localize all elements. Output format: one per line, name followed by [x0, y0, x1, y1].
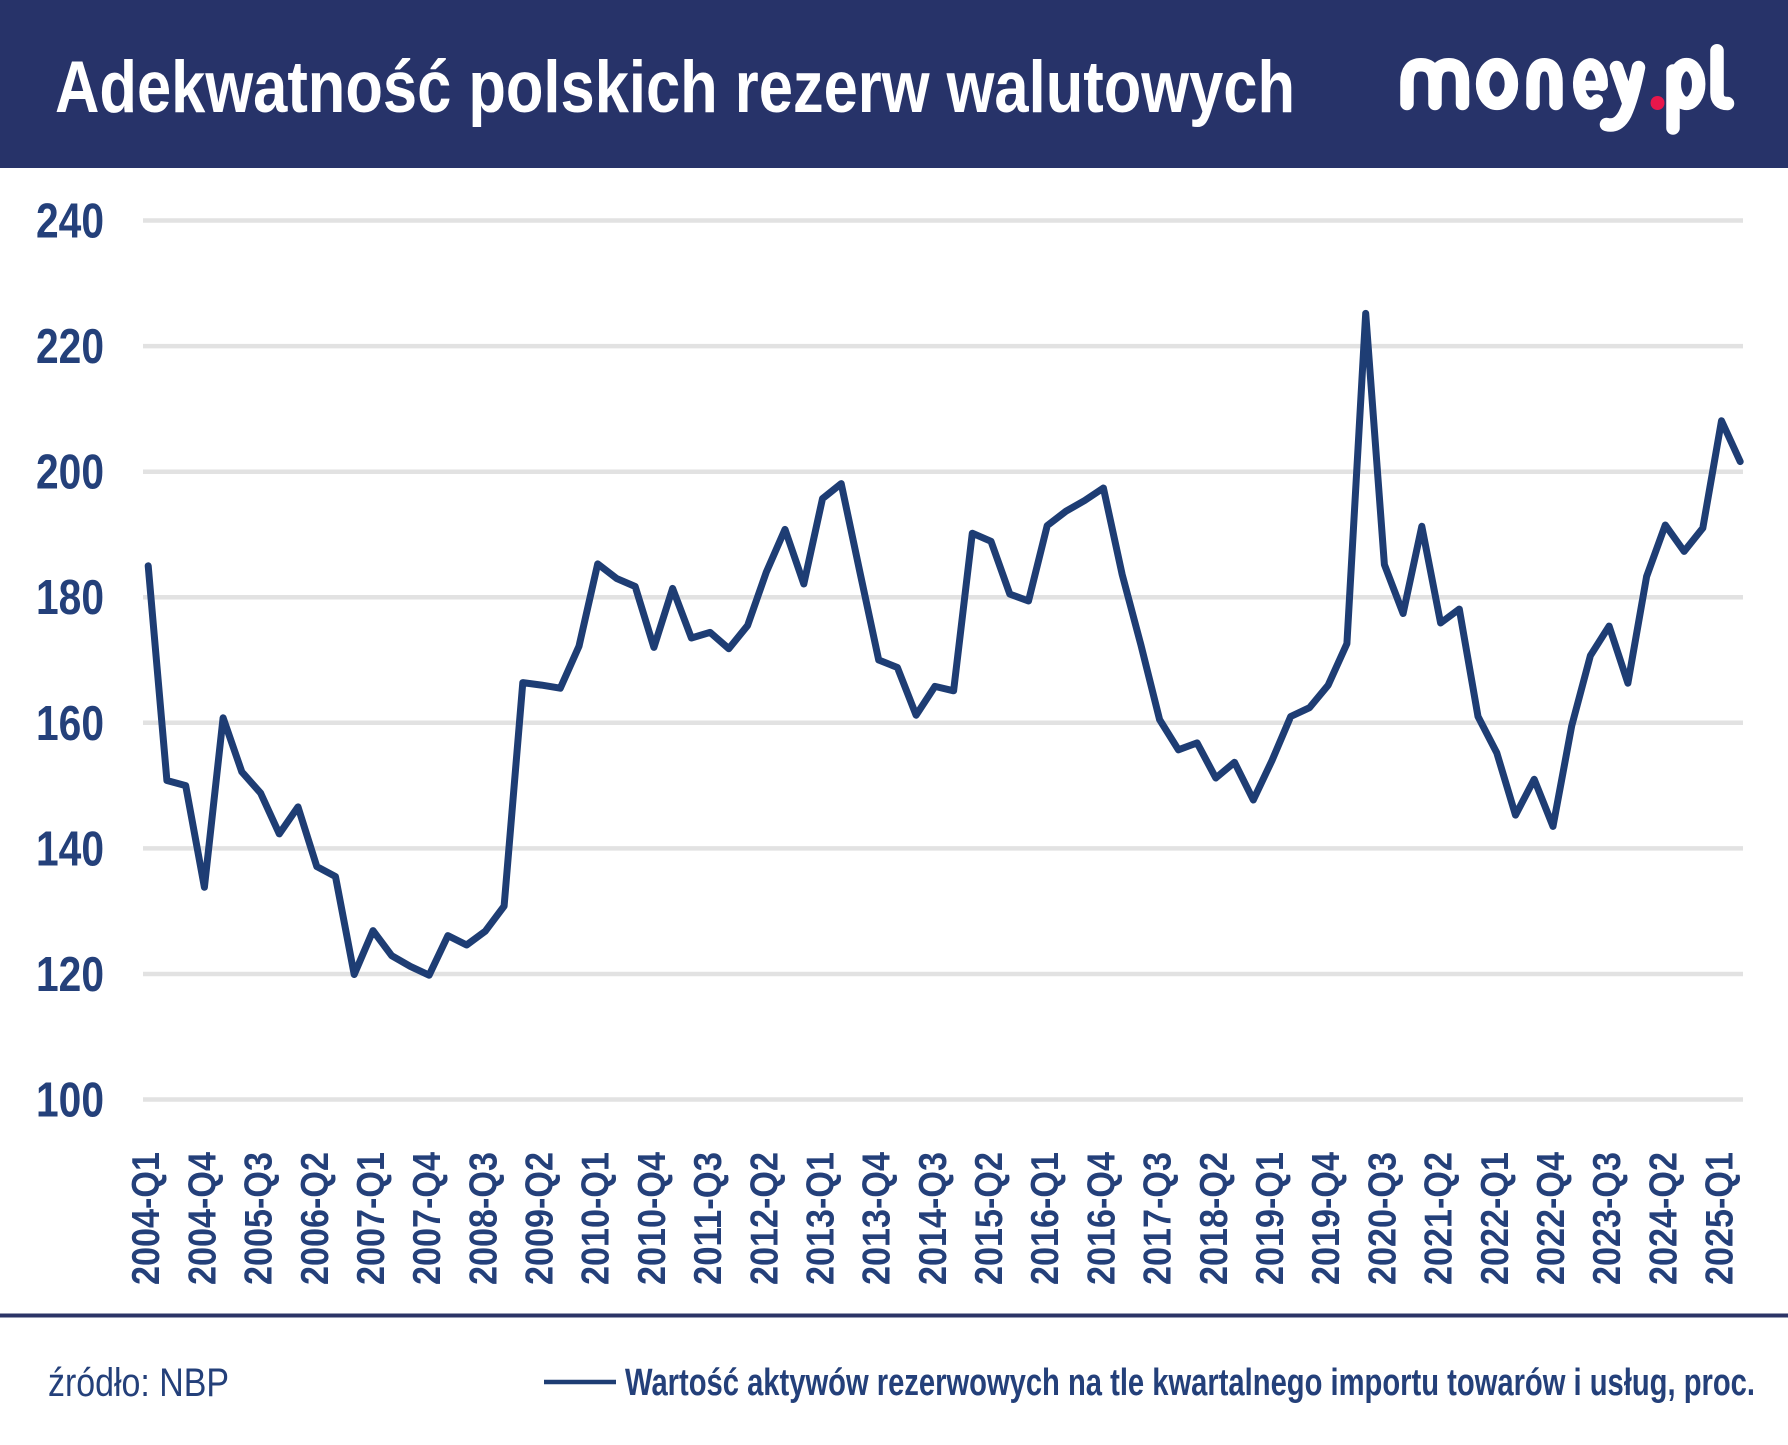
svg-text:2016-Q1: 2016-Q1 [1024, 1152, 1067, 1285]
svg-text:2011-Q3: 2011-Q3 [687, 1152, 730, 1285]
svg-text:2007-Q4: 2007-Q4 [406, 1151, 449, 1285]
svg-text:2008-Q3: 2008-Q3 [462, 1152, 505, 1285]
svg-text:220: 220 [36, 319, 104, 374]
svg-text:źródło: NBP: źródło: NBP [48, 1361, 229, 1405]
svg-text:160: 160 [36, 696, 104, 751]
svg-text:2019-Q1: 2019-Q1 [1249, 1152, 1292, 1285]
svg-text:100: 100 [36, 1073, 104, 1128]
svg-text:2012-Q2: 2012-Q2 [743, 1152, 786, 1285]
svg-text:2018-Q2: 2018-Q2 [1193, 1152, 1236, 1285]
svg-text:2021-Q2: 2021-Q2 [1418, 1152, 1461, 1285]
svg-text:2007-Q1: 2007-Q1 [350, 1152, 393, 1285]
svg-text:2023-Q3: 2023-Q3 [1586, 1152, 1629, 1285]
svg-text:2019-Q4: 2019-Q4 [1305, 1151, 1348, 1285]
svg-text:2009-Q2: 2009-Q2 [519, 1152, 562, 1285]
svg-text:2015-Q2: 2015-Q2 [968, 1152, 1011, 1285]
svg-text:Adekwatność polskich rezerw wa: Adekwatność polskich rezerw walutowych [55, 47, 1295, 128]
svg-text:2013-Q4: 2013-Q4 [856, 1151, 899, 1285]
svg-text:2024-Q2: 2024-Q2 [1642, 1152, 1685, 1285]
svg-text:2016-Q4: 2016-Q4 [1080, 1151, 1123, 1285]
svg-text:2010-Q1: 2010-Q1 [575, 1152, 618, 1285]
svg-text:2022-Q1: 2022-Q1 [1474, 1152, 1517, 1285]
svg-text:2025-Q1: 2025-Q1 [1699, 1152, 1742, 1285]
svg-text:2004-Q4: 2004-Q4 [181, 1151, 224, 1285]
svg-text:2013-Q1: 2013-Q1 [800, 1152, 843, 1285]
svg-text:2005-Q3: 2005-Q3 [238, 1152, 281, 1285]
svg-text:2017-Q3: 2017-Q3 [1137, 1152, 1180, 1285]
svg-text:180: 180 [36, 570, 104, 625]
svg-text:240: 240 [36, 194, 104, 249]
svg-text:2010-Q4: 2010-Q4 [631, 1151, 674, 1285]
svg-text:2020-Q3: 2020-Q3 [1361, 1152, 1404, 1285]
svg-text:2022-Q4: 2022-Q4 [1530, 1151, 1573, 1285]
svg-text:Wartość aktywów rezerwowych na: Wartość aktywów rezerwowych na tle kwart… [625, 1362, 1755, 1404]
svg-text:120: 120 [36, 947, 104, 1002]
svg-text:2014-Q3: 2014-Q3 [912, 1152, 955, 1285]
svg-text:2006-Q2: 2006-Q2 [294, 1152, 337, 1285]
svg-text:200: 200 [36, 445, 104, 500]
svg-text:140: 140 [36, 821, 104, 876]
svg-text:2004-Q1: 2004-Q1 [125, 1152, 168, 1285]
